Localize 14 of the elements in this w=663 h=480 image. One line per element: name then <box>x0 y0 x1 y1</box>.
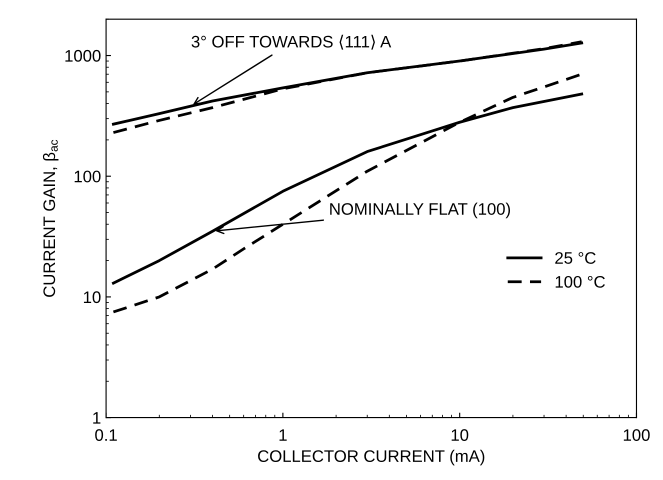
legend-label: 100 °C <box>556 276 605 288</box>
x-tick-label: 10 <box>452 429 468 441</box>
x-axis-title: COLLECTOR CURRENT (mA) <box>258 450 484 466</box>
x-tick-label: 0.1 <box>95 429 117 441</box>
y-tick-label: 1000 <box>65 50 101 62</box>
annotation: NOMINALLY FLAT (100) <box>330 202 510 218</box>
y-axis-title: CURRENT GAIN, β$_{ac}$ <box>42 140 58 297</box>
annotation: 3° OFF TOWARDS ⟨111⟩ A <box>192 34 392 50</box>
y-tick-label: 10 <box>84 291 101 304</box>
x-tick-label: 1 <box>280 429 287 441</box>
x-tick-label: 100 <box>624 429 650 441</box>
y-tick-label: 1 <box>93 412 100 424</box>
legend-label: 25 °C <box>555 252 596 264</box>
y-tick-label: 100 <box>74 170 101 182</box>
